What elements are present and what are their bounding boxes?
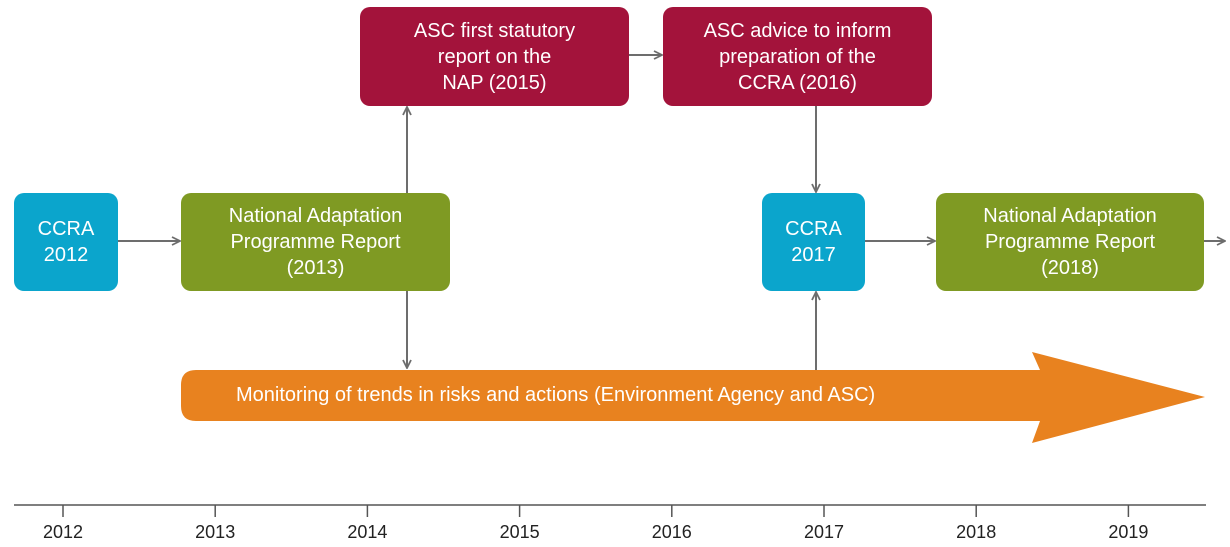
year-label: 2015 [499, 522, 540, 542]
year-label: 2012 [42, 522, 84, 542]
node-label-line: NAP (2015) [442, 71, 547, 94]
node-label-line: 2017 [791, 244, 836, 266]
node-label-line: ASC advice to inform [703, 19, 892, 42]
node-label-line: report on the [437, 45, 552, 68]
node-label-line: (2018) [1041, 257, 1099, 279]
node-label-line: CCRA (2016) [738, 71, 857, 94]
year-label: 2013 [195, 522, 236, 542]
year-label: 2019 [1108, 522, 1149, 542]
node-box: CCRA 2017 [762, 193, 865, 291]
node-label-line: CCRA [37, 218, 95, 240]
node-label-line: 2012 [43, 244, 89, 266]
year-label: 2014 [347, 522, 388, 542]
year-label: 2016 [651, 522, 692, 542]
node-label-line: Programme Report [230, 231, 401, 253]
node-box: National Adaptation Programme Report (2018… [936, 193, 1204, 291]
node-label-line: National Adaptation [228, 205, 403, 227]
node-box: ASC first statutory report on the NAP (201… [360, 7, 629, 106]
node-label-line: (2013) [286, 257, 345, 279]
node-label-line: Programme Report [984, 231, 1156, 253]
node-label-line: preparation of the [719, 45, 876, 68]
node-box: National Adaptation Programme Report (2013… [181, 193, 450, 291]
banner-label: Monitoring of trends in risks and action… [236, 384, 876, 406]
node-box: ASC advice to inform preparation of the CC… [663, 7, 932, 106]
node-label-line: National Adaptation [983, 205, 1157, 227]
node-label-line: ASC first statutory [413, 19, 576, 42]
node-label-line: CCRA [785, 218, 842, 240]
year-label: 2017 [803, 522, 845, 542]
banner-arrow [181, 352, 1205, 443]
year-label: 2018 [956, 522, 997, 542]
node-box: CCRA 2012 [14, 193, 118, 291]
